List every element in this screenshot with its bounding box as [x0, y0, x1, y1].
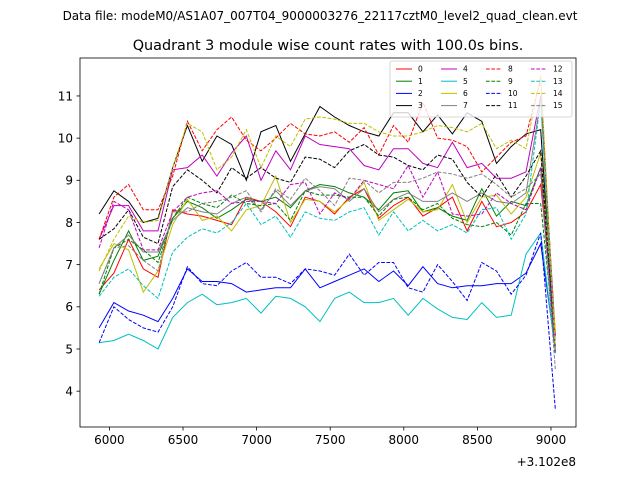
series-line-13 [98, 100, 556, 354]
series-line-8 [98, 78, 556, 350]
legend-label-7: 7 [463, 101, 468, 110]
legend-label-6: 6 [463, 89, 468, 98]
series-layer [98, 74, 556, 411]
legend-label-12: 12 [553, 65, 563, 74]
legend-label-5: 5 [463, 77, 468, 86]
series-line-14 [98, 74, 556, 350]
legend-box [389, 60, 573, 118]
legend-label-10: 10 [508, 89, 518, 98]
y-tick-label: 9 [65, 174, 73, 188]
x-tick-label: 7000 [241, 433, 272, 447]
y-tick-label: 8 [65, 216, 73, 230]
x-tick-label: 9000 [536, 433, 567, 447]
x-offset-label: +3.102e8 [517, 455, 576, 469]
legend-label-0: 0 [418, 65, 423, 74]
series-line-2 [98, 241, 556, 350]
series-line-5 [99, 231, 556, 354]
legend-label-1: 1 [418, 77, 423, 86]
x-tick-label: 8000 [389, 433, 420, 447]
legend-label-11: 11 [508, 101, 518, 110]
y-tick-label: 5 [65, 342, 73, 356]
x-tick-label: 7500 [315, 433, 346, 447]
series-line-0 [98, 182, 556, 333]
y-tick-label: 7 [65, 258, 73, 272]
legend-label-8: 8 [508, 65, 513, 74]
series-line-6 [98, 152, 556, 333]
figure-suptitle: Data file: modeM0/AS1A07_007T04_90000032… [63, 9, 578, 23]
y-tick-label: 4 [65, 384, 73, 398]
x-tick-label: 6500 [168, 433, 199, 447]
legend-label-4: 4 [463, 65, 468, 74]
axes-frame [79, 57, 577, 428]
x-tick-label: 6000 [94, 433, 125, 447]
legend-label-13: 13 [553, 77, 563, 86]
y-tick-label: 6 [65, 300, 73, 314]
legend-label-14: 14 [553, 89, 563, 98]
series-line-11 [98, 143, 556, 354]
series-line-4 [98, 95, 556, 337]
legend-label-3: 3 [418, 101, 423, 110]
legend-label-2: 2 [418, 89, 423, 98]
series-line-15 [98, 171, 556, 371]
legend-label-9: 9 [508, 77, 513, 86]
x-tick-label: 8500 [462, 433, 493, 447]
series-line-12 [98, 164, 556, 354]
legend-label-15: 15 [553, 101, 563, 110]
y-tick-label: 10 [58, 131, 73, 145]
series-line-9 [98, 190, 556, 350]
y-tick-label: 11 [58, 89, 73, 103]
chart-title: Quadrant 3 module wise count rates with … [133, 38, 524, 54]
